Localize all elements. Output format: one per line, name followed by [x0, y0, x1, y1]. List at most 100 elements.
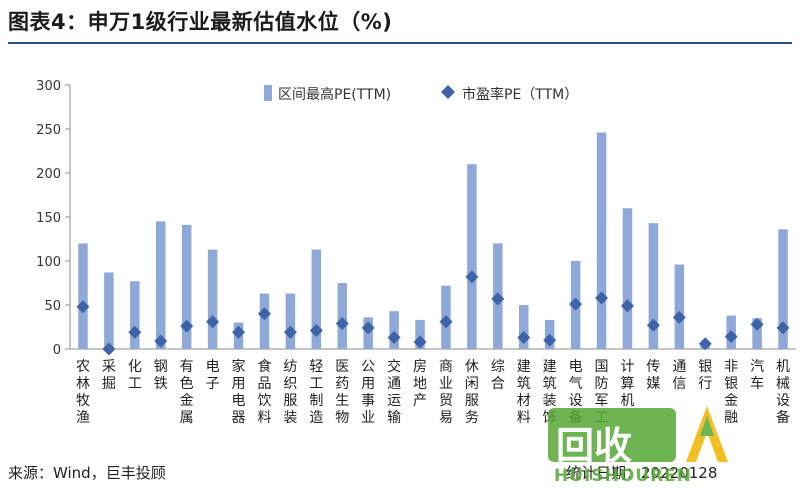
bar	[415, 319, 425, 349]
marker-point	[646, 318, 660, 332]
marker-point	[387, 331, 401, 345]
bar	[778, 229, 788, 349]
y-tick-label: 100	[36, 255, 61, 270]
x-tick-label: 有色金属	[180, 359, 194, 426]
x-tick-label: 通信	[672, 359, 686, 392]
marker-point	[698, 337, 712, 351]
x-tick-label: 计算机	[620, 359, 634, 409]
watermark-logo: 回收 HUISHOUREN	[548, 398, 738, 494]
marker-point	[102, 342, 116, 356]
x-tick-label: 传媒	[646, 359, 660, 392]
bar	[285, 293, 296, 349]
x-tick-label: 非银金融	[724, 359, 738, 426]
x-tick-label: 交通运输	[387, 358, 401, 426]
date-value: 20220128	[641, 464, 718, 482]
legend-marker-swatch	[441, 85, 455, 99]
y-tick-label: 250	[36, 123, 61, 138]
marker-point	[465, 270, 479, 284]
title-rule	[8, 42, 792, 44]
x-axis-labels: 农林牧渔采掘化工钢铁有色金属电子家用电器食品饮料纺织服装轻工制造医药生物公用事业…	[76, 358, 790, 426]
marker-point	[180, 319, 194, 333]
bar	[674, 264, 685, 349]
marker-point	[672, 310, 686, 324]
x-tick-label: 银行	[698, 359, 712, 392]
marker-point	[361, 321, 375, 335]
x-tick-label: 国防军工	[595, 359, 609, 426]
bar	[130, 281, 140, 349]
y-tick-label: 300	[36, 79, 61, 94]
x-tick-label: 钢铁	[154, 359, 168, 392]
bar	[78, 243, 88, 349]
x-tick-label: 纺织服装	[283, 359, 297, 426]
marker-point	[232, 325, 246, 339]
marker-point	[76, 300, 90, 314]
marker-point	[257, 307, 271, 321]
x-tick-label: 商业贸易	[439, 359, 453, 426]
marker-point	[517, 331, 531, 345]
marker-series	[76, 270, 790, 356]
x-tick-label: 汽车	[750, 359, 764, 392]
x-tick-label: 家用电器	[232, 358, 246, 426]
marker-point	[569, 297, 583, 311]
bar	[622, 208, 633, 349]
x-tick-label: 房地产	[413, 359, 427, 409]
x-tick-label: 医药生物	[335, 359, 349, 426]
bar	[596, 132, 607, 349]
legend-marker-label: 市盈率PE（TTM）	[462, 86, 578, 103]
bar	[648, 223, 659, 349]
source-note: 来源：Wind，巨丰投顾	[8, 464, 166, 482]
x-tick-label: 采掘	[102, 359, 116, 392]
marker-point	[620, 299, 634, 313]
marker-point	[128, 325, 142, 339]
date-label: 统计日期：	[566, 464, 642, 482]
x-tick-label: 休闲服务	[465, 359, 479, 426]
chart-plot: 0 50 100 150 200 250 300 农林牧渔采掘化工钢铁有色金属电子家用电器食…	[36, 79, 796, 426]
bar	[259, 293, 270, 349]
y-tick-label: 150	[36, 211, 61, 226]
chart-title: 图表4：申万1级行业最新估值水位（%)	[8, 10, 393, 34]
marker-point	[491, 292, 505, 306]
bar	[752, 318, 762, 349]
x-tick-label: 综合	[491, 359, 505, 392]
bar	[311, 249, 322, 349]
bar	[156, 221, 166, 349]
bar	[467, 164, 477, 349]
x-tick-label: 农林牧渔	[76, 359, 90, 426]
x-tick-label: 轻工制造	[309, 359, 323, 426]
y-tick-label: 200	[36, 167, 61, 182]
marker-point	[776, 321, 790, 335]
bar	[337, 283, 347, 349]
y-tick-label: 0	[53, 343, 61, 358]
x-tick-label: 机械设备	[776, 359, 790, 426]
marker-point	[439, 315, 453, 329]
marker-point	[750, 317, 764, 331]
date-note: 统计日期：20220128	[566, 462, 717, 483]
legend-bar-swatch	[264, 85, 272, 101]
marker-point	[543, 333, 557, 347]
bar	[389, 311, 399, 349]
bar	[207, 249, 218, 349]
marker-point	[206, 315, 220, 329]
marker-point	[595, 291, 609, 305]
bar	[181, 224, 192, 349]
marker-point	[413, 335, 427, 349]
marker-point	[283, 325, 297, 339]
marker-point	[724, 330, 738, 344]
legend: 区间最高PE(TTM) 市盈率PE（TTM）	[264, 85, 578, 103]
watermark-box: 回收	[548, 408, 676, 468]
watermark-subtext: HUISHOUREN	[554, 466, 693, 486]
watermark-text: 回收	[556, 424, 633, 468]
x-tick-label: 化工	[128, 359, 142, 392]
bar	[104, 272, 114, 349]
marker-point	[335, 316, 349, 330]
recycle-figure-icon	[686, 406, 728, 462]
marker-point	[154, 334, 168, 348]
y-tick-label: 50	[44, 299, 61, 314]
x-tick-label: 食品饮料	[257, 358, 271, 426]
x-tick-label: 公用事业	[361, 359, 375, 426]
x-tick-label: 电子	[206, 359, 220, 392]
x-tick-label: 建筑材料	[517, 359, 531, 426]
legend-bar-label: 区间最高PE(TTM)	[278, 86, 391, 103]
bar	[519, 305, 529, 349]
